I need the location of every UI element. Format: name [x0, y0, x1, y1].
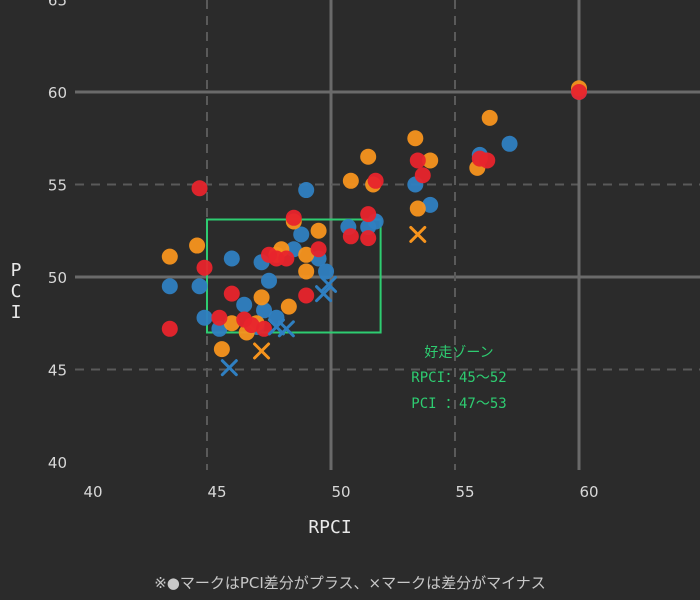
red-circle-point	[571, 84, 587, 100]
y-axis-title-char: P	[11, 260, 22, 281]
blue-circle-point	[161, 278, 178, 295]
orange-circle-point	[280, 298, 297, 315]
orange-x-point	[253, 342, 271, 360]
x-mark-stroke	[277, 320, 295, 338]
red-circle-point	[310, 241, 327, 258]
blue-circle-point	[236, 296, 253, 313]
orange-circle-point	[422, 152, 439, 169]
red-circle-point	[211, 309, 228, 326]
x-tick-label: 55	[455, 483, 474, 501]
orange-circle-point	[409, 200, 426, 217]
footnote: ※●マークはPCI差分がプラス、×マークは差分がマイナス	[154, 574, 546, 592]
grid-lines	[75, 0, 700, 470]
orange-circle-point	[161, 248, 178, 265]
zone-pci-range: PCI ：47〜53	[411, 396, 506, 412]
red-circle-point	[367, 172, 384, 189]
red-circle-point	[243, 317, 260, 334]
x-axis-title: RPCI	[308, 517, 351, 538]
orange-circle-point	[360, 148, 377, 165]
blue-circle-point	[293, 226, 310, 243]
blue-circle-point	[223, 250, 240, 267]
data-points	[161, 80, 587, 377]
blue-circle-point	[298, 182, 315, 199]
blue-circle-point	[261, 272, 277, 289]
red-circle-point	[196, 259, 213, 276]
red-circle-point	[342, 228, 359, 245]
orange-circle-point	[223, 315, 240, 332]
red-circle-point	[285, 209, 302, 226]
blue-circle-point	[318, 263, 335, 280]
y-axis-title-char: C	[11, 281, 22, 302]
orange-circle-point	[407, 130, 424, 147]
blue-x-point	[315, 285, 333, 303]
x-tick-label: 50	[331, 483, 350, 501]
x-tick-label: 45	[207, 483, 226, 501]
x-mark-stroke	[320, 275, 338, 293]
orange-circle-point	[189, 237, 206, 254]
blue-circle-point	[256, 302, 273, 319]
y-tick-label: 65	[48, 0, 67, 10]
orange-circle-point	[481, 109, 498, 126]
red-circle-point	[223, 285, 240, 302]
blue-x-point	[277, 320, 295, 338]
blue-circle-point	[196, 309, 213, 326]
x-mark-stroke	[253, 342, 271, 360]
y-tick-label: 60	[48, 84, 67, 102]
orange-circle-point	[213, 341, 230, 358]
zone-rpci-range: RPCI：45〜52	[411, 370, 506, 386]
blue-x-point	[320, 275, 338, 293]
blue-x-point	[220, 359, 238, 377]
red-circle-point	[414, 167, 431, 184]
red-circle-point	[161, 320, 178, 337]
y-tick-label: 50	[48, 269, 67, 287]
orange-circle-point	[342, 172, 359, 189]
y-tick-label: 40	[48, 454, 67, 472]
blue-circle-point	[211, 320, 228, 337]
y-axis-title-char: I	[11, 302, 22, 323]
y-tick-label: 55	[48, 177, 67, 195]
blue-circle-point	[501, 135, 518, 152]
red-circle-point	[298, 287, 315, 304]
zone-title: 好走ゾーン	[424, 345, 493, 361]
red-circle-point	[360, 230, 377, 247]
red-circle-point	[191, 180, 208, 197]
blue-circle-point	[422, 196, 439, 213]
x-mark-stroke	[220, 359, 238, 377]
orange-circle-point	[310, 222, 327, 239]
orange-circle-point	[253, 289, 270, 306]
orange-x-point	[409, 225, 427, 243]
red-circle-point	[256, 320, 273, 337]
x-mark-stroke	[315, 285, 333, 303]
red-circle-point	[409, 152, 426, 169]
red-circle-point	[479, 152, 496, 169]
blue-circle-point	[191, 278, 208, 295]
orange-circle-point	[298, 263, 315, 280]
orange-circle-point	[298, 246, 315, 263]
red-circle-point	[360, 206, 377, 223]
tick-labels: 404550556065404550556065	[48, 0, 599, 501]
y-tick-label: 45	[48, 362, 67, 380]
x-tick-label: 40	[83, 483, 102, 501]
x-mark-stroke	[409, 225, 427, 243]
red-circle-point	[278, 250, 295, 267]
x-tick-label: 60	[579, 483, 598, 501]
